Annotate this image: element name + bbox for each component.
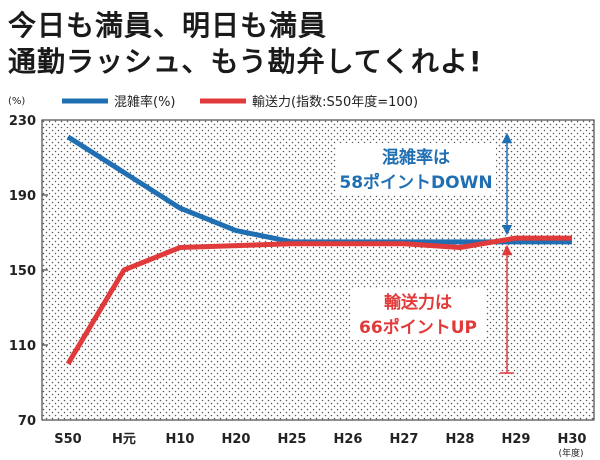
headline-line-1: 今日も満員、明日も満員 — [8, 9, 328, 42]
legend-label-capacity: 輸送力(指数:S50年度=100) — [252, 94, 418, 110]
annotation-capacity-line2: 66ポイントUP — [359, 317, 477, 338]
x-tick-label: H25 — [278, 432, 307, 447]
x-tick-label: H10 — [166, 432, 195, 447]
series-line-1 — [65, 235, 572, 366]
annotation-congestion-line2: 58ポイントDOWN — [339, 172, 492, 193]
x-tick-label: S50 — [54, 432, 81, 447]
y-tick-label: 230 — [9, 114, 36, 129]
annotation-congestion: 混雑率は 58ポイントDOWN — [336, 132, 513, 236]
x-tick-label: H20 — [222, 432, 251, 447]
y-tick-label: 70 — [18, 414, 36, 429]
x-axis: S50 H元 H10 H20 H25 H26 H27 H28 H29 H30 — [54, 432, 586, 447]
y-tick-label: 150 — [9, 264, 36, 279]
annotation-capacity-line1: 輸送力は — [384, 292, 452, 313]
annotation-capacity: 輸送力は 66ポイントUP — [350, 244, 514, 374]
y-tick-label: 110 — [9, 339, 36, 354]
x-tick-label: H29 — [502, 432, 531, 447]
legend-label-congestion: 混雑率(%) — [114, 94, 176, 110]
y-tick-label: 190 — [9, 189, 36, 204]
annotation-capacity-bg — [350, 288, 486, 340]
legend: 混雑率(%) 輸送力(指数:S50年度=100) — [62, 94, 418, 110]
x-tick-label: H30 — [558, 432, 587, 447]
annotation-congestion-bg — [336, 143, 496, 195]
y-unit-label: (%) — [8, 96, 25, 107]
x-tick-label: H26 — [334, 432, 363, 447]
annotation-congestion-line1: 混雑率は — [382, 147, 450, 168]
series-lines — [65, 134, 572, 366]
x-tick-label: H元 — [112, 432, 136, 447]
y-axis: 70 110 150 190 230 — [9, 114, 48, 429]
x-tick-label: H28 — [446, 432, 475, 447]
x-tick-label: H27 — [390, 432, 419, 447]
headline-line-2: 通勤ラッシュ、もう勘弁してくれよ! — [8, 45, 483, 78]
x-unit-label: (年度) — [558, 447, 583, 459]
